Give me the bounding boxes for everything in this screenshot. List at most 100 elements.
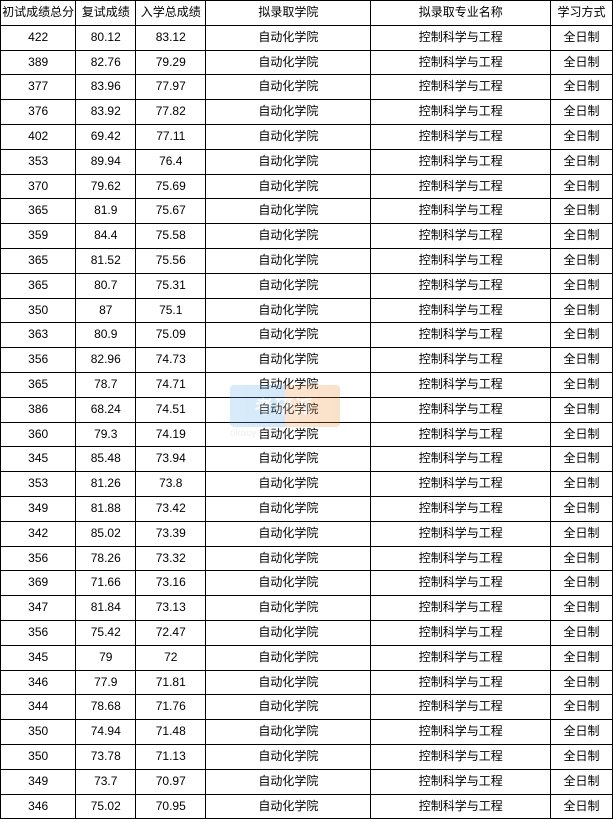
table-cell: 控制科学与工程 [371,75,551,100]
table-cell: 全日制 [551,397,613,422]
table-row: 35073.7871.13自动化学院控制科学与工程全日制 [1,744,613,769]
table-cell: 79.62 [76,174,136,199]
table-cell: 控制科学与工程 [371,348,551,373]
table-cell: 353 [1,472,76,497]
column-header: 初试成绩总分 [1,1,76,26]
table-cell: 自动化学院 [206,75,371,100]
table-cell: 自动化学院 [206,521,371,546]
table-cell: 377 [1,75,76,100]
table-cell: 83.92 [76,100,136,125]
table-cell: 全日制 [551,100,613,125]
table-cell: 全日制 [551,571,613,596]
table-cell: 75.31 [136,273,206,298]
table-cell: 349 [1,496,76,521]
table-cell: 自动化学院 [206,298,371,323]
table-row: 34677.971.81自动化学院控制科学与工程全日制 [1,670,613,695]
table-cell: 自动化学院 [206,224,371,249]
table-cell: 70.97 [136,769,206,794]
table-cell: 365 [1,372,76,397]
table-cell: 83.96 [76,75,136,100]
table-cell: 控制科学与工程 [371,100,551,125]
table-cell: 74.73 [136,348,206,373]
column-header: 入学总成绩 [136,1,206,26]
table-cell: 422 [1,25,76,50]
table-cell: 75.56 [136,248,206,273]
table-cell: 控制科学与工程 [371,744,551,769]
table-cell: 83.12 [136,25,206,50]
table-cell: 自动化学院 [206,720,371,745]
table-cell: 386 [1,397,76,422]
table-cell: 359 [1,224,76,249]
table-cell: 75.1 [136,298,206,323]
table-row: 42280.1283.12自动化学院控制科学与工程全日制 [1,25,613,50]
table-cell: 自动化学院 [206,496,371,521]
table-cell: 自动化学院 [206,397,371,422]
table-cell: 控制科学与工程 [371,298,551,323]
table-cell: 自动化学院 [206,124,371,149]
table-cell: 控制科学与工程 [371,124,551,149]
table-cell: 全日制 [551,50,613,75]
table-cell: 78.7 [76,372,136,397]
table-cell: 356 [1,620,76,645]
table-cell: 77.82 [136,100,206,125]
table-cell: 74.51 [136,397,206,422]
table-cell: 87 [76,298,136,323]
table-cell: 344 [1,695,76,720]
table-cell: 68.24 [76,397,136,422]
table-cell: 全日制 [551,75,613,100]
table-cell: 75.69 [136,174,206,199]
table-row: 36971.6673.16自动化学院控制科学与工程全日制 [1,571,613,596]
table-cell: 80.9 [76,323,136,348]
table-cell: 全日制 [551,769,613,794]
table-cell: 控制科学与工程 [371,670,551,695]
table-cell: 控制科学与工程 [371,720,551,745]
table-cell: 控制科学与工程 [371,521,551,546]
table-cell: 365 [1,248,76,273]
table-cell: 控制科学与工程 [371,323,551,348]
table-row: 40269.4277.11自动化学院控制科学与工程全日制 [1,124,613,149]
table-cell: 370 [1,174,76,199]
table-cell: 363 [1,323,76,348]
table-cell: 全日制 [551,695,613,720]
table-cell: 75.02 [76,794,136,819]
table-cell: 控制科学与工程 [371,769,551,794]
table-row: 3508775.1自动化学院控制科学与工程全日制 [1,298,613,323]
table-cell: 自动化学院 [206,695,371,720]
table-cell: 自动化学院 [206,769,371,794]
table-row: 36581.5275.56自动化学院控制科学与工程全日制 [1,248,613,273]
table-cell: 376 [1,100,76,125]
table-cell: 342 [1,521,76,546]
table-cell: 自动化学院 [206,546,371,571]
table-cell: 全日制 [551,248,613,273]
table-cell: 78.68 [76,695,136,720]
table-cell: 全日制 [551,174,613,199]
table-row: 34781.8473.13自动化学院控制科学与工程全日制 [1,596,613,621]
table-cell: 89.94 [76,149,136,174]
table-cell: 自动化学院 [206,645,371,670]
column-header: 复试成绩 [76,1,136,26]
admissions-table-container: 初试成绩总分复试成绩入学总成绩拟录取学院拟录取专业名称学习方式 42280.12… [0,0,613,819]
table-cell: 73.78 [76,744,136,769]
table-cell: 控制科学与工程 [371,571,551,596]
table-cell: 控制科学与工程 [371,248,551,273]
table-cell: 控制科学与工程 [371,620,551,645]
table-cell: 85.02 [76,521,136,546]
table-cell: 71.76 [136,695,206,720]
table-cell: 77.11 [136,124,206,149]
table-cell: 73.94 [136,447,206,472]
table-cell: 346 [1,670,76,695]
table-row: 34675.0270.95自动化学院控制科学与工程全日制 [1,794,613,819]
table-cell: 71.66 [76,571,136,596]
table-row: 34285.0273.39自动化学院控制科学与工程全日制 [1,521,613,546]
table-cell: 控制科学与工程 [371,596,551,621]
table-row: 34973.770.97自动化学院控制科学与工程全日制 [1,769,613,794]
table-cell: 402 [1,124,76,149]
table-cell: 全日制 [551,596,613,621]
table-cell: 自动化学院 [206,273,371,298]
table-row: 38668.2474.51自动化学院控制科学与工程全日制 [1,397,613,422]
table-cell: 73.16 [136,571,206,596]
table-cell: 75.09 [136,323,206,348]
table-cell: 73.7 [76,769,136,794]
table-cell: 自动化学院 [206,744,371,769]
table-cell: 控制科学与工程 [371,199,551,224]
